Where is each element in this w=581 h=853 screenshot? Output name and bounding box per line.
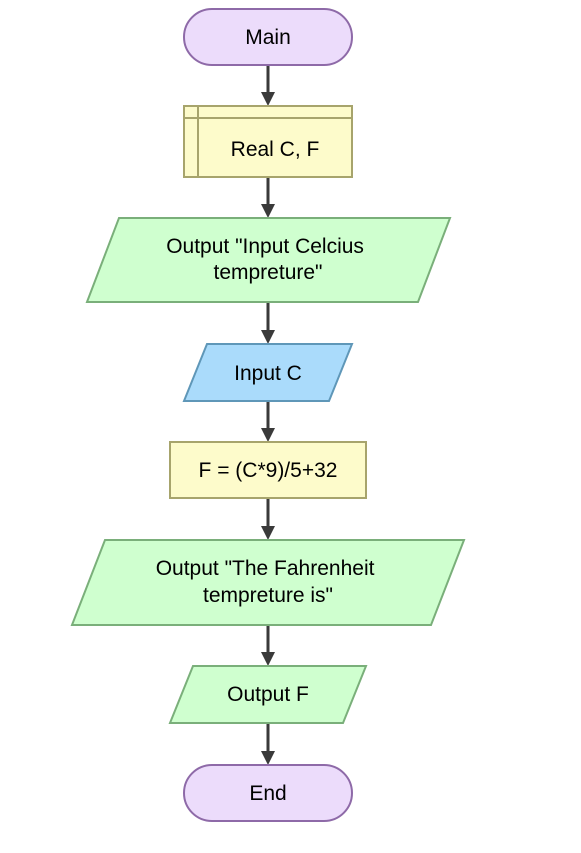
output-prompt[interactable]: Output "Input Celcius tempreture" (85, 217, 452, 303)
connector-assign-f-to-output-message (261, 498, 275, 540)
connector-output-f-to-end (261, 723, 275, 765)
declare-variables[interactable]: Real C, F (183, 105, 353, 178)
output-message-shape (70, 539, 466, 626)
terminal-main-shape (183, 8, 353, 66)
assign-f-shape (169, 441, 367, 499)
connector-output-prompt-to-input-c (261, 302, 275, 344)
output-f[interactable]: Output F (168, 665, 368, 724)
input-c[interactable]: Input C (182, 343, 354, 402)
output-prompt-shape (85, 217, 452, 303)
assign-f-label: F = (C*9)/5+32 (199, 459, 338, 482)
terminal-main[interactable]: Main (183, 8, 353, 66)
connector-output-message-to-output-f (261, 625, 275, 666)
terminal-end-label: End (249, 782, 286, 805)
input-c-shape (182, 343, 354, 402)
terminal-end-shape (183, 764, 353, 822)
output-f-shape (168, 665, 368, 724)
assign-f[interactable]: F = (C*9)/5+32 (169, 441, 367, 499)
connector-input-c-to-assign-f (261, 401, 275, 442)
output-prompt-label: Output "Input Celcius tempreture" (166, 235, 370, 284)
connector-declare-to-output-prompt (261, 177, 275, 218)
connector-main-to-declare (261, 65, 275, 106)
output-f-label: Output F (227, 683, 309, 706)
output-message-label: Output "The Fahrenheit tempreture is" (156, 557, 381, 607)
terminal-main-label: Main (245, 26, 291, 49)
terminal-end[interactable]: End (183, 764, 353, 822)
declare-variables-label: Real C, F (231, 138, 320, 161)
output-message[interactable]: Output "The Fahrenheit tempreture is" (70, 539, 466, 626)
input-c-label: Input C (234, 362, 302, 385)
